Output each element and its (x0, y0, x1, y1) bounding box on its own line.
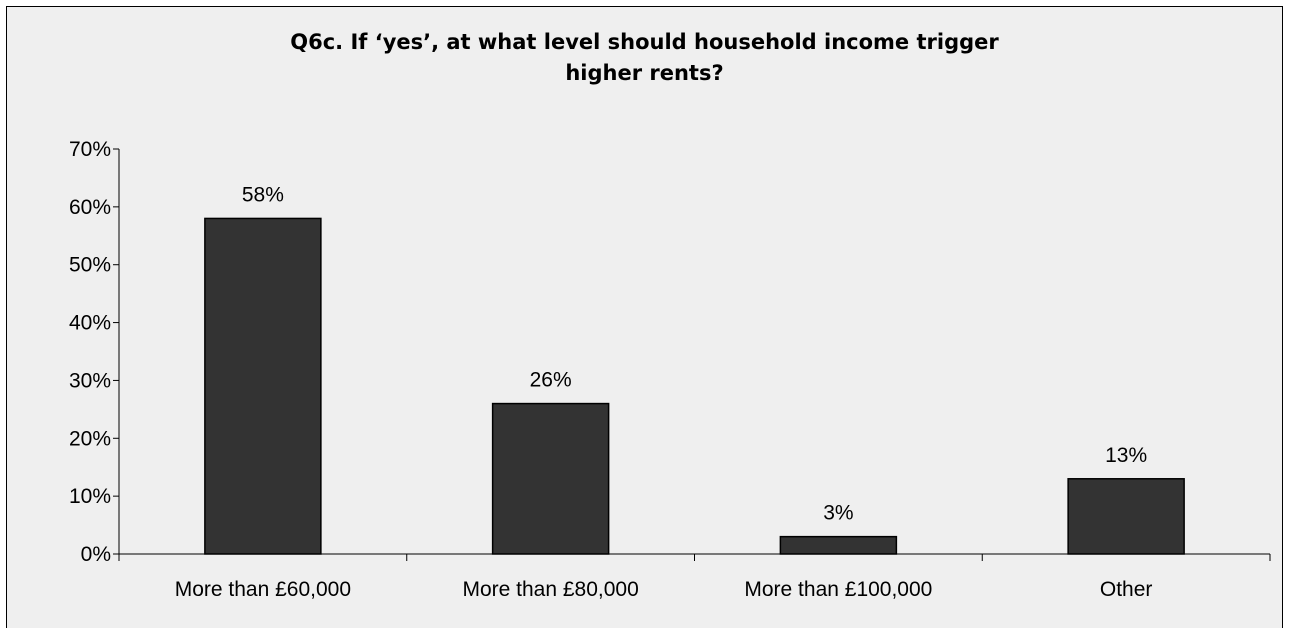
bar (491, 402, 610, 555)
bar (1067, 478, 1185, 555)
x-category-label: More than £100,000 (744, 578, 932, 601)
y-tick-label: 50% (69, 254, 111, 277)
y-tick-label: 10% (69, 485, 111, 508)
chart-title-line-1: Q6c. If ‘yes’, at what level should hous… (290, 30, 999, 54)
x-category-label: More than £80,000 (462, 578, 638, 601)
data-label: 13% (1105, 444, 1147, 467)
data-label: 58% (242, 183, 284, 206)
x-category-label: More than £60,000 (175, 578, 351, 601)
bar (779, 535, 898, 555)
x-category-label: Other (1100, 578, 1153, 601)
y-tick-label: 20% (69, 427, 111, 450)
chart-title: Q6c. If ‘yes’, at what level should hous… (0, 27, 1289, 89)
y-tick-label: 40% (69, 312, 111, 335)
data-label: 3% (823, 502, 853, 525)
data-label: 26% (530, 369, 572, 392)
y-tick-label: 60% (69, 196, 111, 219)
y-tick-label: 70% (69, 138, 111, 161)
y-tick-label: 30% (69, 369, 111, 392)
bar (204, 217, 322, 555)
y-tick-label: 0% (81, 543, 111, 566)
chart-title-line-2: higher rents? (565, 61, 724, 85)
